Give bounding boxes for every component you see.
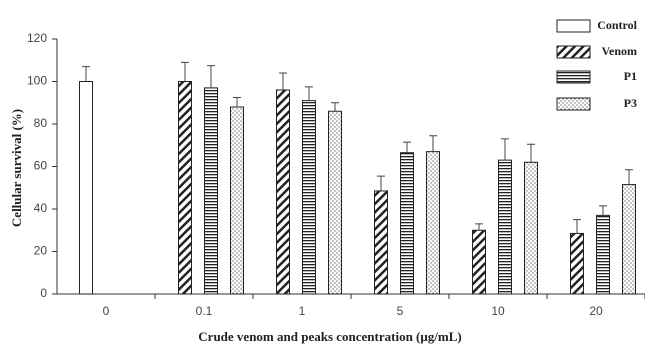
error-bar	[573, 219, 581, 234]
error-bar	[501, 138, 509, 161]
y-tick-label: 60	[34, 159, 48, 173]
bar	[400, 152, 414, 295]
bar	[374, 190, 388, 295]
y-tick-label: 20	[34, 244, 48, 258]
error-bar	[181, 61, 189, 82]
legend-swatch	[556, 45, 591, 59]
error-bar	[475, 223, 483, 231]
bar	[204, 87, 218, 295]
bar	[498, 159, 512, 295]
legend-swatch	[556, 97, 591, 111]
bar	[178, 81, 192, 295]
error-bar	[305, 86, 313, 101]
legend-label: Venom	[601, 44, 637, 58]
error-bar	[82, 66, 90, 82]
y-axis-label: Cellular survival (%)	[9, 109, 24, 227]
x-tick-label: 1	[299, 304, 306, 318]
x-tick-label: 0	[103, 304, 110, 318]
x-tick-label: 0.1	[196, 304, 213, 318]
y-tick-label: 80	[34, 116, 48, 130]
bar	[328, 110, 342, 295]
x-tick-label: 10	[491, 304, 505, 318]
error-bar	[279, 72, 287, 90]
legend-swatch	[556, 19, 591, 33]
bar	[622, 184, 636, 295]
bar	[570, 232, 584, 295]
bar	[596, 214, 610, 295]
y-tick-label: 0	[40, 286, 47, 300]
x-axis-label: Crude venom and peaks concentration (μg/…	[198, 329, 461, 344]
y-tick-label: 40	[34, 201, 48, 215]
error-bar	[207, 65, 215, 88]
legend-label: P1	[624, 69, 637, 83]
bar	[426, 151, 440, 295]
x-tick-label: 5	[397, 304, 404, 318]
error-bar	[377, 175, 385, 191]
error-bar	[599, 205, 607, 216]
bar	[230, 106, 244, 295]
bar	[524, 161, 538, 295]
bar	[79, 81, 93, 295]
y-tick-label: 100	[27, 74, 47, 88]
bar	[302, 100, 316, 295]
legend-swatch	[556, 70, 591, 84]
legend-label: Control	[597, 18, 637, 32]
error-bar	[403, 141, 411, 153]
error-bar	[233, 96, 241, 107]
error-bar	[429, 135, 437, 152]
y-tick-label: 120	[27, 31, 47, 45]
error-bar	[527, 143, 535, 163]
error-bar	[331, 102, 339, 112]
bar	[276, 89, 290, 295]
legend-label: P3	[624, 96, 637, 110]
error-bar	[625, 169, 633, 185]
x-tick-label: 20	[589, 304, 603, 318]
bar	[472, 229, 486, 295]
